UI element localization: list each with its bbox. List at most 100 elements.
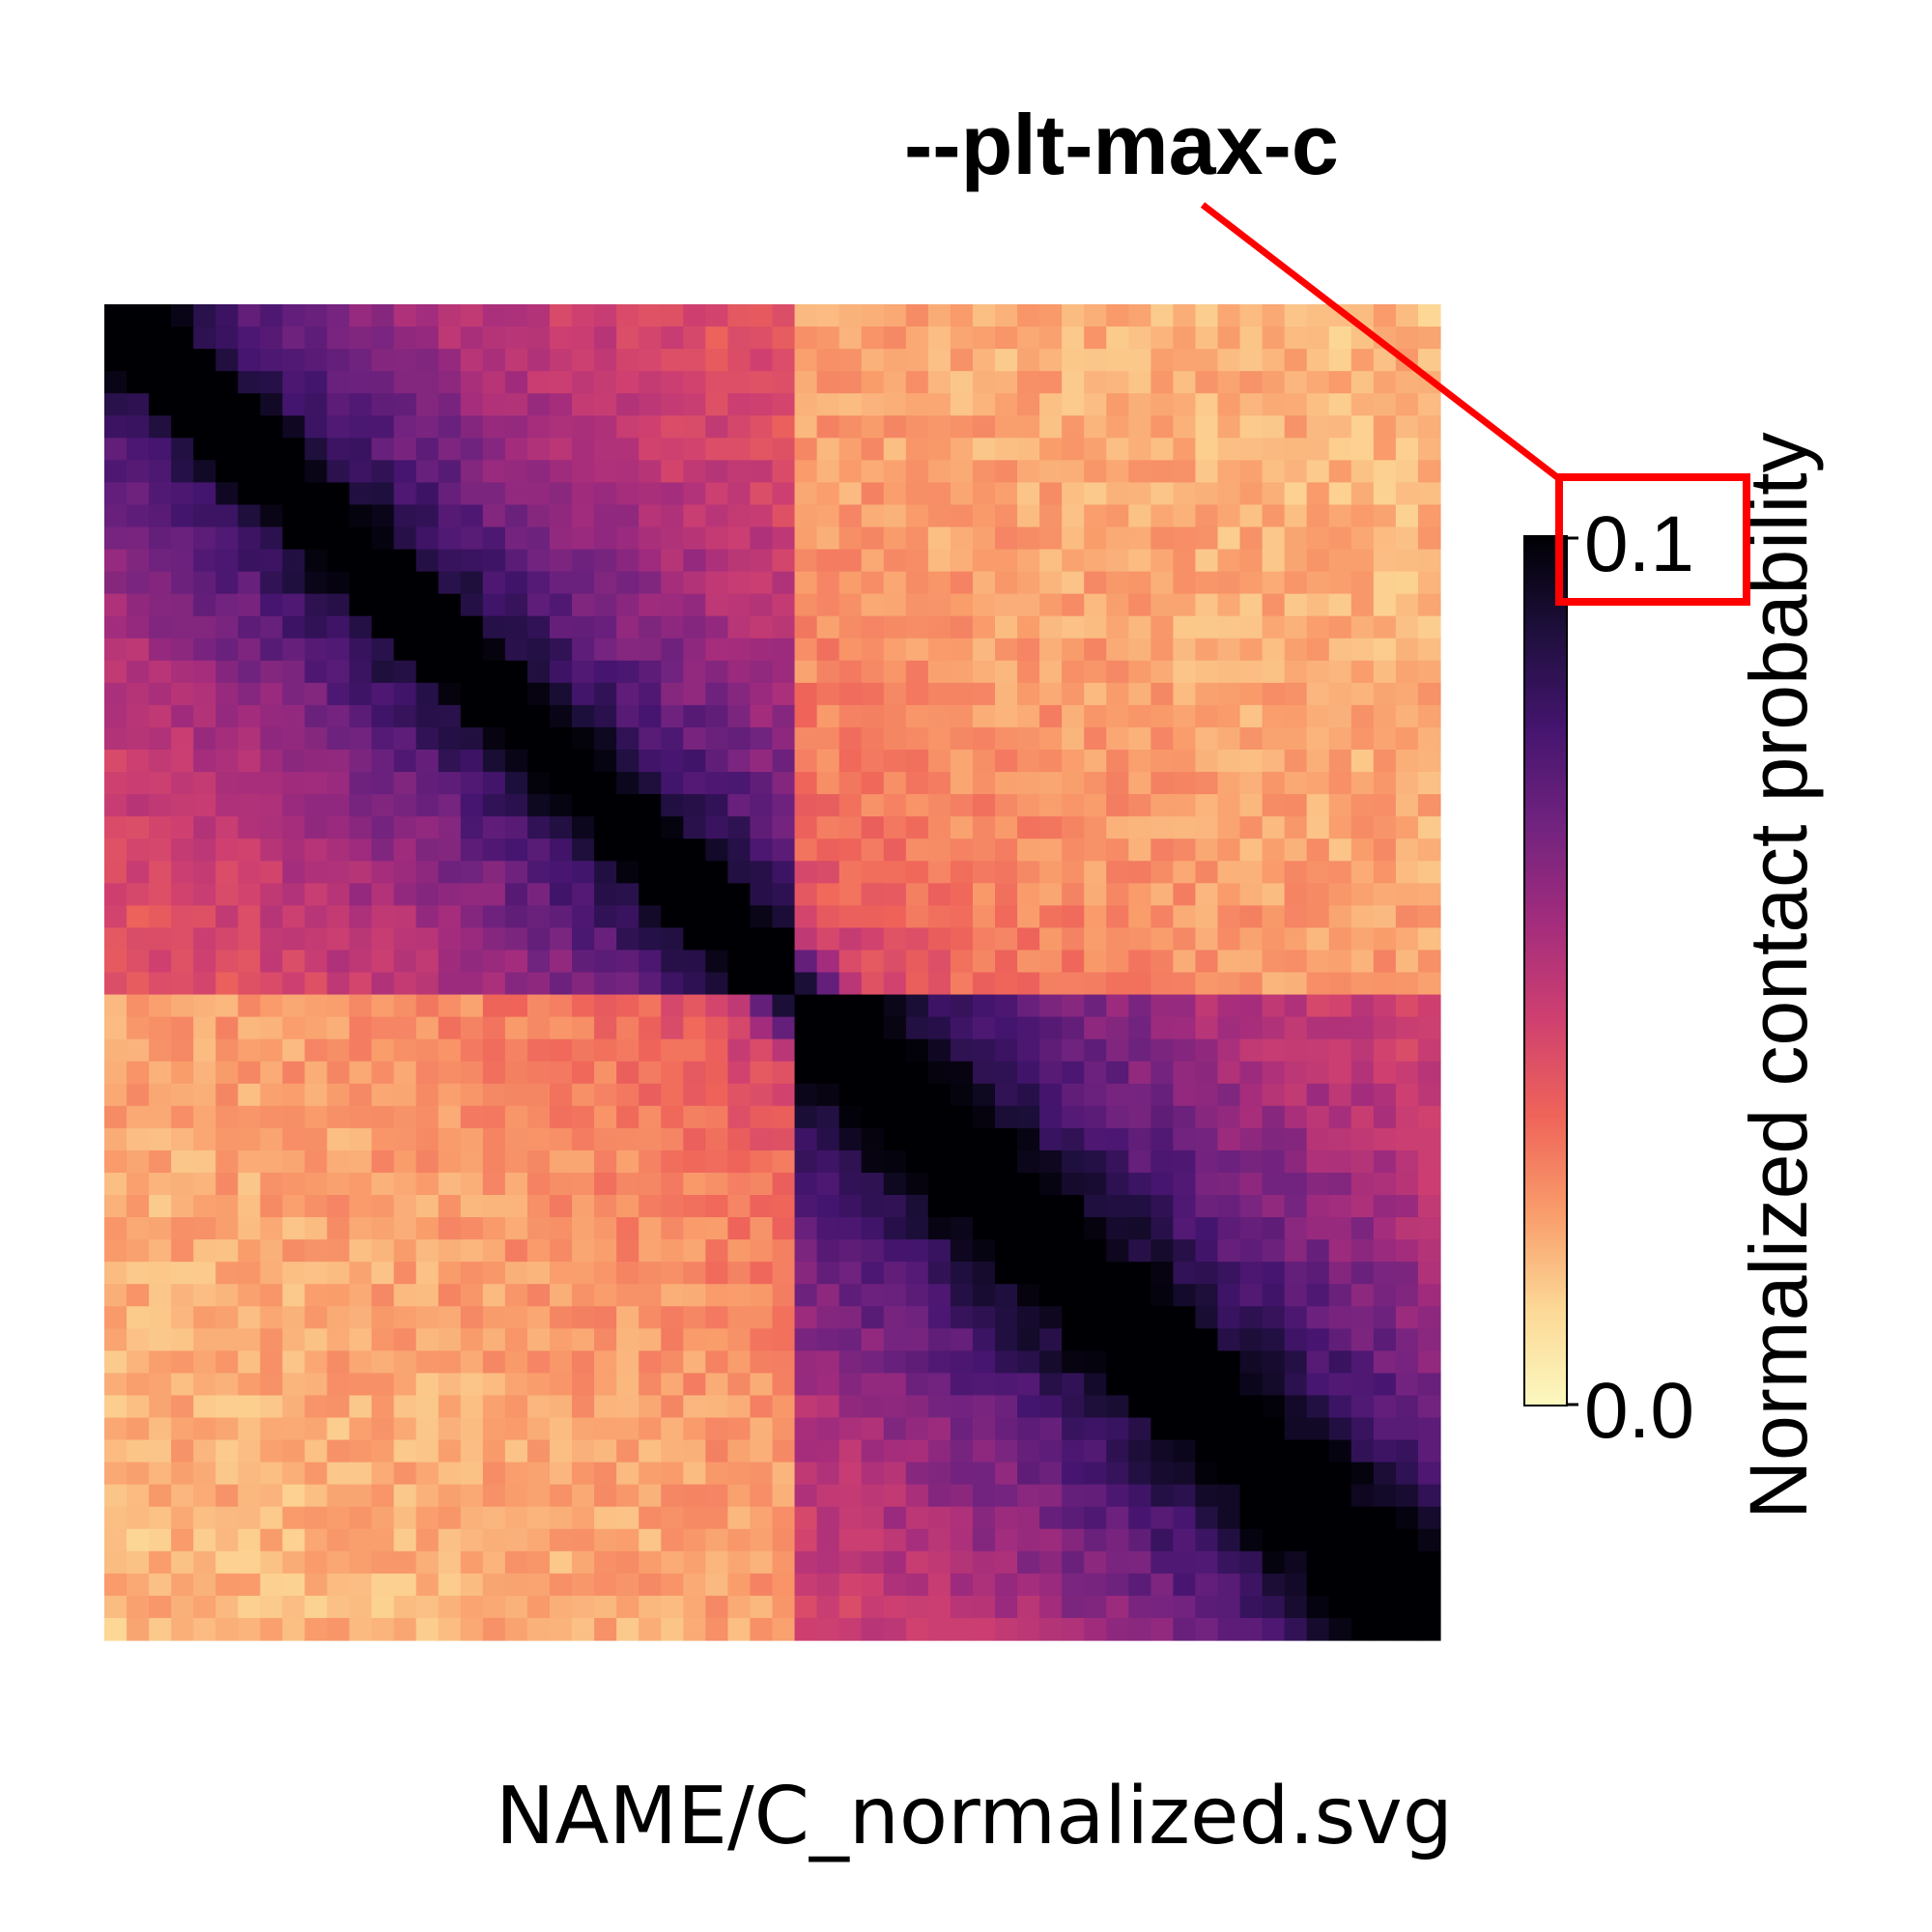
heatmap-cell [482,482,506,506]
heatmap-cell [772,1262,796,1285]
heatmap-cell [1062,1016,1085,1040]
heatmap-cell [883,1172,907,1196]
heatmap-cell [1395,1239,1419,1263]
heatmap-cell [1306,1617,1330,1641]
heatmap-cell [438,1306,462,1329]
heatmap-cell [327,994,351,1018]
heatmap-cell [1084,883,1107,906]
heatmap-cell [1328,615,1352,639]
heatmap-cell [661,1506,684,1530]
heatmap-cell [816,304,840,327]
heatmap-cell [1239,994,1264,1018]
heatmap-cell [149,682,172,706]
heatmap-cell [282,927,306,952]
heatmap-cell [1306,660,1330,684]
heatmap-cell [260,1127,283,1151]
heatmap-cell [215,861,239,884]
heatmap-cell [705,1550,728,1575]
heatmap-cell [127,905,150,928]
heatmap-cell [1417,482,1441,506]
heatmap-cell [772,861,796,884]
heatmap-cell [594,593,617,617]
heatmap-cell [1017,1239,1040,1263]
heatmap-cell [639,504,662,528]
heatmap-cell [482,1038,506,1063]
heatmap-cell [1328,1150,1352,1174]
heatmap-cell [972,571,996,595]
heatmap-cell [327,371,351,394]
heatmap-cell [1084,1417,1107,1441]
heatmap-cell [171,1061,194,1085]
heatmap-cell [639,393,662,416]
heatmap-cell [415,1484,440,1508]
heatmap-cell [772,927,796,952]
heatmap-cell [371,526,395,551]
heatmap-cell [1039,816,1063,839]
heatmap-cell [683,638,706,662]
heatmap-cell [750,415,774,439]
heatmap-cell [104,1550,128,1575]
heatmap-cell [304,1417,328,1441]
heatmap-cell [327,950,351,974]
heatmap-cell [1239,704,1264,728]
heatmap-cell [415,1550,440,1575]
heatmap-cell [950,1195,974,1218]
heatmap-cell [460,1239,484,1263]
heatmap-cell [816,838,840,862]
heatmap-cell [1062,549,1085,573]
heatmap-cell [393,1373,417,1397]
heatmap-cell [1306,927,1330,952]
heatmap-cell [327,905,351,928]
heatmap-cell [1151,460,1174,483]
heatmap-cell [1062,1506,1085,1530]
heatmap-cell [1350,660,1375,684]
heatmap-cell [260,861,283,884]
heatmap-cell [349,704,373,728]
heatmap-cell [550,1550,573,1575]
heatmap-cell [794,1195,818,1218]
heatmap-cell [193,1528,216,1552]
heatmap-cell [1239,460,1264,483]
heatmap-cell [1239,438,1264,461]
heatmap-cell [482,1373,506,1397]
heatmap-cell [550,1306,573,1329]
heatmap-cell [905,1328,929,1351]
heatmap-cell [304,1484,328,1508]
heatmap-cell [905,1617,929,1641]
heatmap-cell [1195,1262,1219,1285]
heatmap-cell [127,504,150,528]
heatmap-cell [215,593,239,617]
heatmap-cell [661,1105,684,1129]
heatmap-cell [639,1617,662,1641]
heatmap-cell [905,1061,929,1085]
heatmap-cell [1284,704,1308,728]
heatmap-cell [950,1262,974,1285]
heatmap-cell [482,905,506,928]
heatmap-cell [1417,1016,1441,1040]
heatmap-cell [772,838,796,862]
heatmap-cell [104,615,128,639]
heatmap-cell [883,927,907,952]
heatmap-cell [705,1195,728,1218]
heatmap-cell [816,415,840,439]
heatmap-cell [995,794,1018,817]
heatmap-cell [927,1350,952,1374]
heatmap-cell [905,750,929,773]
heatmap-cell [327,660,351,684]
heatmap-cell [639,1262,662,1285]
heatmap-cell [705,615,728,639]
heatmap-cell [1217,460,1241,483]
heatmap-cell [1262,1061,1286,1085]
heatmap-cell [1151,1350,1174,1374]
heatmap-cell [905,772,929,795]
heatmap-cell [1062,838,1085,862]
heatmap-cell [504,1373,528,1397]
heatmap-cell [349,1484,373,1508]
heatmap-cell [1239,883,1264,906]
heatmap-cell [1062,1306,1085,1329]
heatmap-cell [1350,994,1375,1018]
heatmap-cell [1039,905,1063,928]
heatmap-cell [1106,1462,1129,1486]
heatmap-cell [705,1373,728,1397]
heatmap-cell [727,1595,752,1619]
